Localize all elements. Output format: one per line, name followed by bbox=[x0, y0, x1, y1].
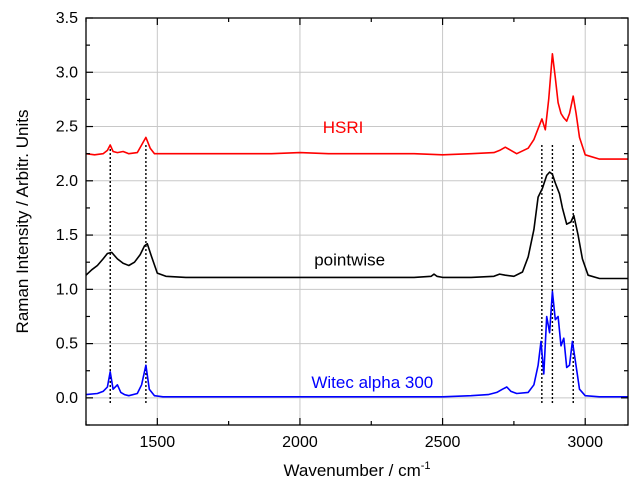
series-line-2 bbox=[85, 171, 628, 280]
y-tick-label: 3.0 bbox=[56, 64, 78, 81]
x-axis-title-superscript: -1 bbox=[421, 460, 431, 472]
y-axis-title: Raman Intensity / Arbitr. Units bbox=[13, 110, 32, 334]
series-labels: HSRI pointwise Witec alpha 300 bbox=[311, 118, 433, 392]
reference-lines bbox=[109, 144, 574, 404]
x-tick-label: 1500 bbox=[140, 434, 176, 451]
x-tick-label: 2500 bbox=[425, 434, 461, 451]
plot-frame bbox=[85, 17, 629, 426]
y-tick-label: 0.0 bbox=[56, 390, 78, 407]
y-tick-label: 2.0 bbox=[56, 173, 78, 190]
y-tick-label: 2.5 bbox=[56, 119, 78, 136]
series-label: pointwise bbox=[314, 250, 385, 269]
series-label: Witec alpha 300 bbox=[311, 373, 433, 392]
series-line-3 bbox=[85, 290, 628, 398]
series-label: HSRI bbox=[323, 118, 364, 137]
x-tick-label: 3000 bbox=[567, 434, 603, 451]
series-line-1 bbox=[85, 53, 628, 160]
series-lines bbox=[85, 53, 628, 398]
y-tick-label: 3.5 bbox=[56, 10, 78, 27]
x-axis-title: Wavenumber / cm-1 bbox=[283, 460, 430, 480]
x-tick-label: 2000 bbox=[282, 434, 318, 451]
y-tick-label: 0.5 bbox=[56, 336, 78, 353]
y-tick-label: 1.5 bbox=[56, 227, 78, 244]
axis-ticks: 1500 2000 2500 3000 0.0 0.5 1.0 1.5 2.0 2.5 3.0 3.5 bbox=[56, 10, 628, 451]
y-tick-label: 1.0 bbox=[56, 281, 78, 298]
